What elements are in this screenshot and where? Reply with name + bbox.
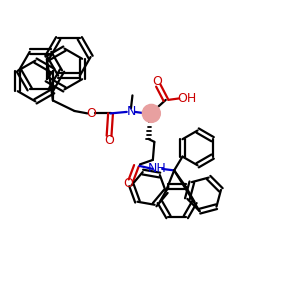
Text: O: O [123,177,133,190]
Text: N: N [126,105,136,119]
Circle shape [142,104,160,122]
Text: O: O [152,75,162,88]
Text: NH: NH [147,162,166,176]
Text: O: O [104,134,114,147]
Text: OH: OH [177,92,197,105]
Text: O: O [86,107,96,120]
